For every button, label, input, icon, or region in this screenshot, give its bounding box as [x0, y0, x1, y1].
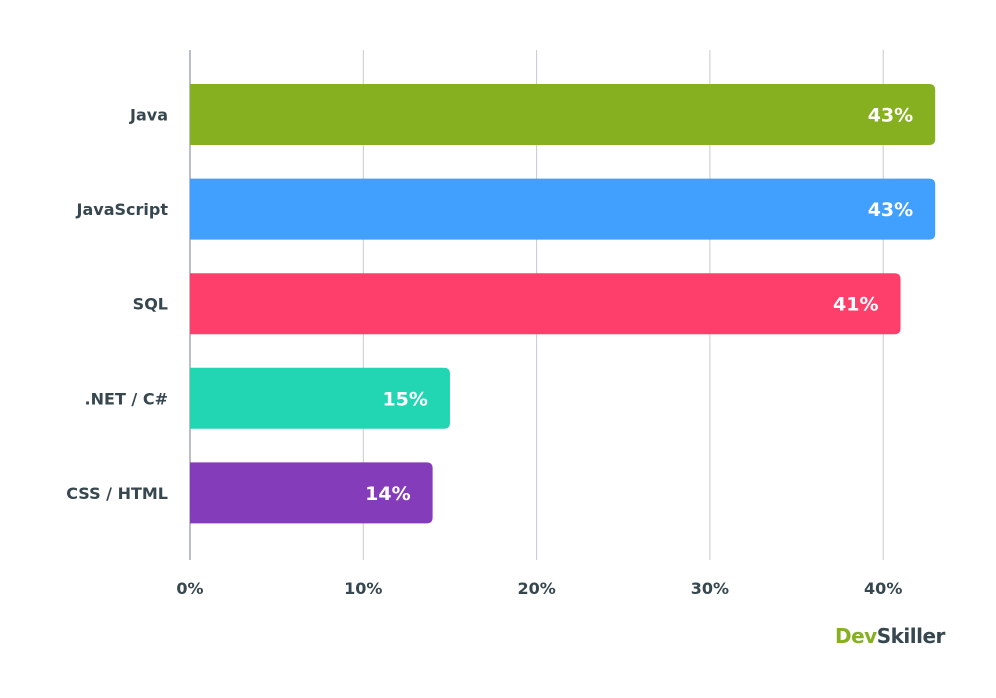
devskiller-logo: DevSkiller [835, 624, 945, 648]
x-tick-label: 40% [864, 579, 902, 598]
data-label: 15% [382, 388, 427, 410]
category-label: Java [129, 106, 168, 125]
x-tick-label: 20% [517, 579, 555, 598]
data-label: 43% [868, 199, 913, 221]
logo-part-dev: Dev [835, 624, 877, 648]
data-label: 43% [868, 105, 913, 127]
data-label: 41% [833, 294, 878, 316]
category-label: JavaScript [76, 200, 169, 219]
bar [190, 178, 936, 240]
bar [190, 462, 433, 524]
x-tick-label: 10% [344, 579, 382, 598]
x-tick-label: 0% [176, 579, 203, 598]
data-label: 14% [365, 483, 410, 505]
bar [190, 367, 450, 429]
logo-part-skiller: Skiller [876, 624, 946, 648]
category-label: CSS / HTML [66, 484, 168, 503]
bar [190, 273, 901, 335]
category-label: .NET / C# [85, 389, 168, 408]
category-label: SQL [133, 295, 168, 314]
x-tick-label: 30% [691, 579, 729, 598]
bar [190, 84, 936, 145]
